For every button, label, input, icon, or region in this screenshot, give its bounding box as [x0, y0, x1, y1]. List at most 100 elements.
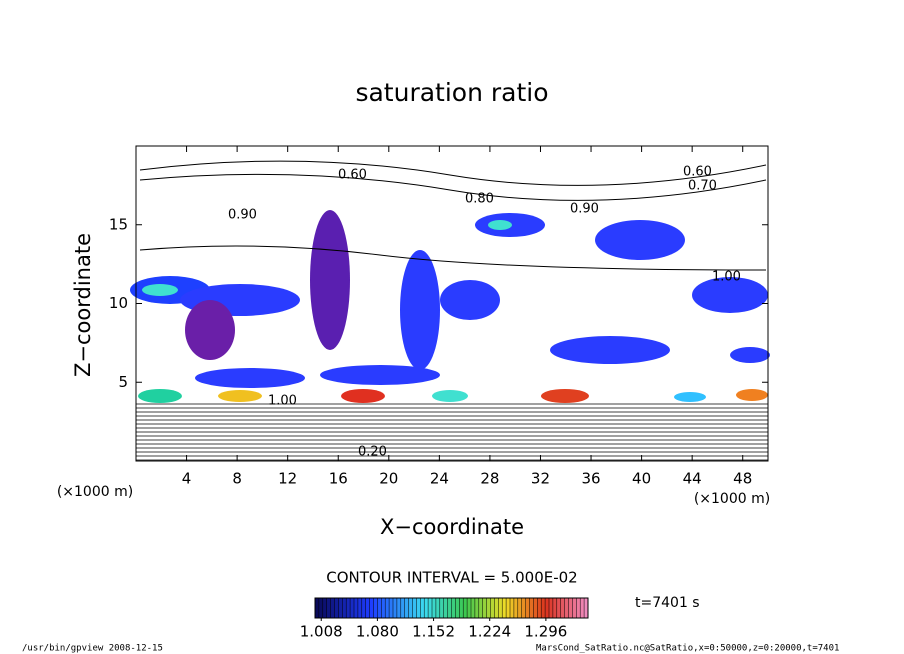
colorbar-segment — [326, 598, 331, 618]
contour-label: 0.80 — [465, 192, 494, 207]
colorbar-segment — [478, 598, 483, 618]
colorbar-segment — [556, 598, 561, 618]
colorbar-segment — [361, 598, 366, 618]
x-tick-label: 48 — [733, 470, 752, 488]
colorbar-segment — [381, 598, 386, 618]
field-blob — [341, 389, 385, 403]
colorbar-segment — [350, 598, 355, 618]
colorbar-segment — [435, 598, 441, 618]
colorbar-segment — [560, 598, 565, 618]
colorbar-segment — [369, 598, 374, 618]
colorbar-segment — [471, 598, 476, 618]
x-tick-label: 12 — [278, 470, 297, 488]
colorbar-segment — [338, 598, 343, 618]
colorbar-segment — [584, 598, 589, 618]
colorbar-segment — [549, 598, 554, 618]
contour-label: 0.60 — [683, 165, 712, 180]
field-blob — [195, 368, 305, 388]
x-tick-label: 24 — [430, 470, 449, 488]
colorbar-segment — [564, 598, 569, 618]
colorbar-tick-label: 1.152 — [412, 623, 455, 641]
colorbar-segment — [330, 598, 335, 618]
field-blob — [595, 220, 685, 260]
colorbar-segment — [447, 598, 452, 618]
colorbar-segment — [572, 598, 577, 618]
colorbar-segment — [455, 598, 460, 618]
field-decoration — [130, 160, 770, 403]
colorbar-segment — [404, 598, 409, 618]
x-unit-left: (×1000 m) — [57, 484, 133, 500]
field-blob — [550, 336, 670, 364]
x-tick-label: 8 — [232, 470, 242, 488]
contour-label: 1.00 — [712, 270, 741, 285]
colorbar-segment — [334, 598, 339, 618]
field-blob — [488, 220, 512, 230]
field-blob — [692, 277, 768, 313]
x-unit-right: (×1000 m) — [694, 491, 770, 507]
stratified-contours — [136, 403, 768, 461]
x-axis-label: X−coordinate — [380, 515, 524, 539]
time-label: t=7401 s — [635, 595, 700, 611]
colorbar-segment — [521, 598, 526, 618]
field-blob — [310, 210, 350, 350]
field-blob — [320, 365, 440, 385]
colorbar-segment — [552, 598, 558, 618]
colorbar-segment — [432, 598, 437, 618]
colorbar-tick-label: 1.080 — [356, 623, 399, 641]
colorbar-segment — [545, 598, 550, 618]
colorbar-segment — [365, 598, 370, 618]
colorbar-segment — [474, 598, 480, 618]
field-blob — [674, 392, 706, 402]
field-blob — [730, 347, 770, 363]
colorbar-segment — [315, 598, 320, 618]
field-blob — [142, 284, 178, 296]
colorbar-segment — [443, 598, 448, 618]
colorbar-segment — [517, 598, 522, 618]
colorbar-segment — [424, 598, 429, 618]
y-tick-label: 10 — [109, 294, 128, 312]
contour-label: 0.70 — [688, 179, 717, 194]
field-blob — [440, 280, 500, 320]
chart-title: saturation ratio — [355, 78, 548, 107]
x-tick-label: 28 — [480, 470, 499, 488]
colorbar-segment — [541, 598, 546, 618]
colorbar-segment — [420, 598, 425, 618]
field-blob — [400, 250, 440, 370]
colorbar-segment — [396, 598, 402, 618]
x-tick-label: 32 — [531, 470, 550, 488]
colorbar-segment — [346, 598, 351, 618]
colorbar-segment — [373, 598, 378, 618]
field-blob — [736, 389, 768, 401]
colorbar-segment — [393, 598, 398, 618]
colorbar-frame — [314, 597, 589, 619]
contour-line — [139, 160, 767, 186]
contour-label: 0.90 — [228, 208, 257, 223]
colorbar-segment — [533, 598, 538, 618]
colorbar-segment — [408, 598, 413, 618]
colorbar-segment — [510, 598, 515, 618]
colorbar-segment — [467, 598, 472, 618]
colorbar-segment — [389, 598, 394, 618]
contour-label: 0.20 — [358, 445, 387, 460]
contour-label: 0.60 — [338, 168, 367, 183]
contour-line — [139, 245, 767, 271]
colorbar-segment — [459, 598, 464, 618]
colorbar-segment — [318, 598, 324, 618]
colorbar-segment — [400, 598, 405, 618]
x-tick-label: 20 — [379, 470, 398, 488]
colorbar-segment — [502, 598, 507, 618]
contour-line — [139, 173, 767, 201]
x-tick-label: 4 — [182, 470, 192, 488]
y-axis-label: Z−coordinate — [71, 233, 95, 377]
contour-interval: CONTOUR INTERVAL = 5.000E-02 — [326, 569, 577, 587]
colorbar-segment — [529, 598, 534, 618]
field-blob — [218, 390, 262, 402]
colorbar-segment — [513, 598, 519, 618]
colorbar-segment — [494, 598, 499, 618]
x-tick-label: 44 — [683, 470, 702, 488]
colorbar-segment — [412, 598, 417, 618]
y-tick-label: 15 — [109, 215, 128, 233]
colorbar-tick-label: 1.296 — [524, 623, 567, 641]
colorbar-segment — [416, 598, 421, 618]
